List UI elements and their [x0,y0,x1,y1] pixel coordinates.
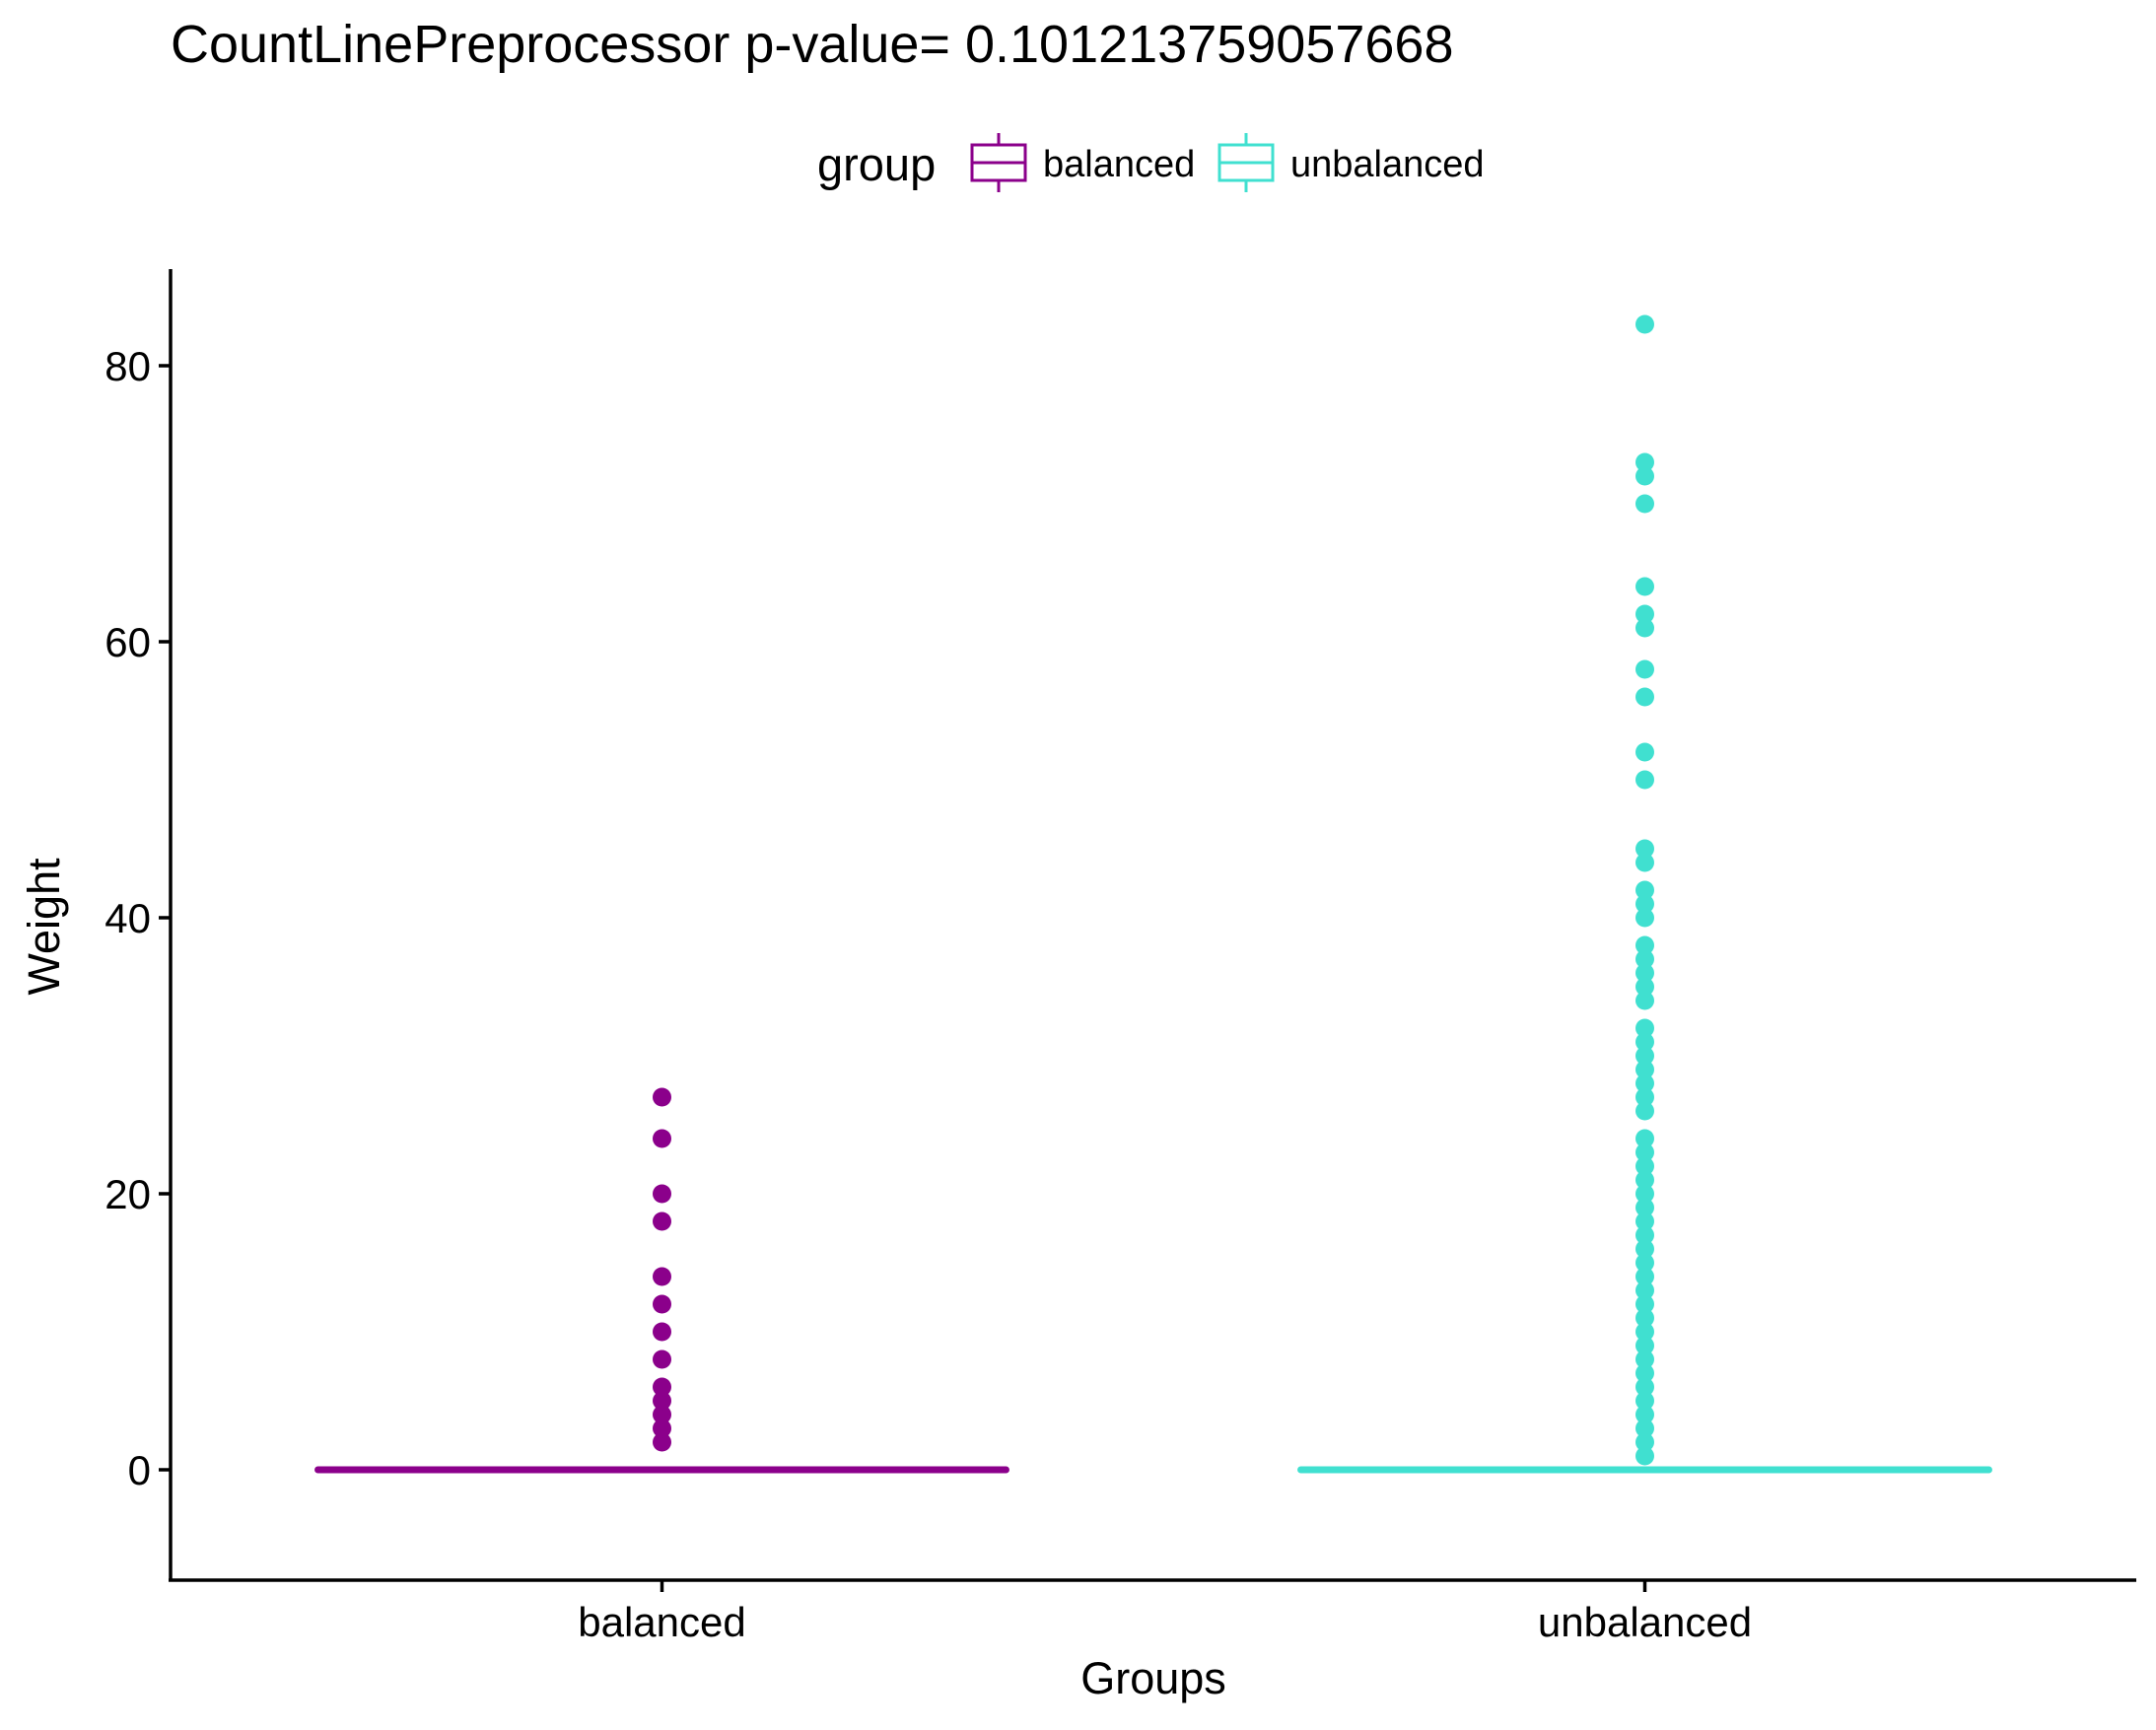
outlier-point [653,1323,671,1342]
y-axis-ticks: 0 20 40 60 80 [104,343,171,1493]
outlier-point [653,1295,671,1314]
outlier-point [1635,771,1654,790]
x-tick-label: balanced [578,1599,745,1645]
outlier-point [653,1088,671,1107]
box-balanced [318,1088,1007,1471]
legend-key-balanced [972,133,1025,192]
outlier-point [653,1212,671,1231]
outlier-point [653,1185,671,1204]
y-axis-title: Weight [19,858,69,996]
legend: group balanced unbalanced [817,133,1485,192]
outlier-point [1635,1130,1654,1148]
legend-key-unbalanced [1219,133,1273,192]
outlier-point [1635,1019,1654,1038]
outlier-point [1635,315,1654,334]
y-tick-label: 0 [128,1447,151,1493]
y-tick-label: 40 [104,895,151,941]
outlier-point [1635,881,1654,900]
y-tick-label: 20 [104,1171,151,1217]
outlier-point [1635,688,1654,707]
outlier-point [1635,840,1654,859]
outlier-point [653,1130,671,1148]
plot-marks [318,315,1989,1471]
outlier-point [1635,605,1654,624]
outlier-point [1635,743,1654,762]
y-tick-label: 60 [104,619,151,665]
y-tick-label: 80 [104,343,151,389]
legend-label-unbalanced: unbalanced [1290,144,1485,185]
outlier-point [1635,495,1654,514]
x-axis-title: Groups [1080,1653,1226,1703]
outlier-point [653,1268,671,1286]
outlier-point [653,1378,671,1397]
outlier-point [1635,936,1654,955]
legend-label-balanced: balanced [1043,144,1195,185]
outlier-point [1635,578,1654,596]
legend-title: group [817,138,936,190]
box-unbalanced [1301,315,1989,1471]
x-axis-ticks: balanced unbalanced [578,1580,1752,1645]
outlier-point [653,1350,671,1369]
outlier-point [1635,453,1654,472]
outlier-point [1635,660,1654,679]
x-tick-label: unbalanced [1538,1599,1752,1645]
chart-title: CountLinePreprocessor p-value= 0.1012137… [171,15,1453,74]
